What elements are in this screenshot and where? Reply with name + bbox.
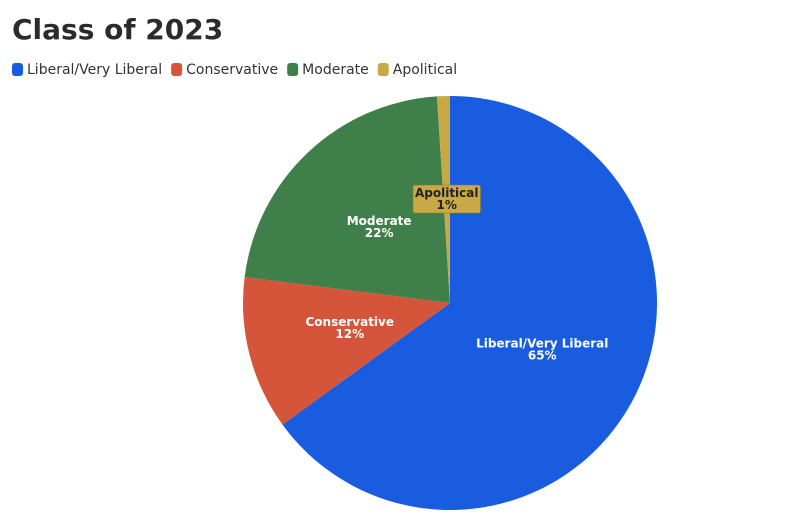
data-label-name: Apolitical [415,186,479,200]
pie-slice [243,277,450,425]
legend-label: Liberal/Very Liberal [27,62,162,78]
data-label-value: 22% [365,226,394,240]
legend-label: Moderate [302,62,369,78]
legend-label: Apolitical [393,62,457,78]
data-label-value: 65% [528,348,557,362]
legend-label: Conservative [186,62,278,78]
data-label-name: Moderate [347,214,412,228]
data-label-name: Liberal/Very Liberal [476,336,608,350]
legend-swatch [171,63,183,76]
data-label-value: 1% [437,198,457,212]
pie-slice [282,96,657,510]
data-label-value: 12% [335,327,364,341]
pie-slice [244,96,450,303]
legend-swatch [287,63,299,76]
data-label-name: Conservative [305,315,394,329]
legend-swatch [377,63,389,76]
data-label-bg [412,184,481,214]
legend-swatch [12,63,23,76]
chart-title: Class of 2023 [12,13,223,46]
